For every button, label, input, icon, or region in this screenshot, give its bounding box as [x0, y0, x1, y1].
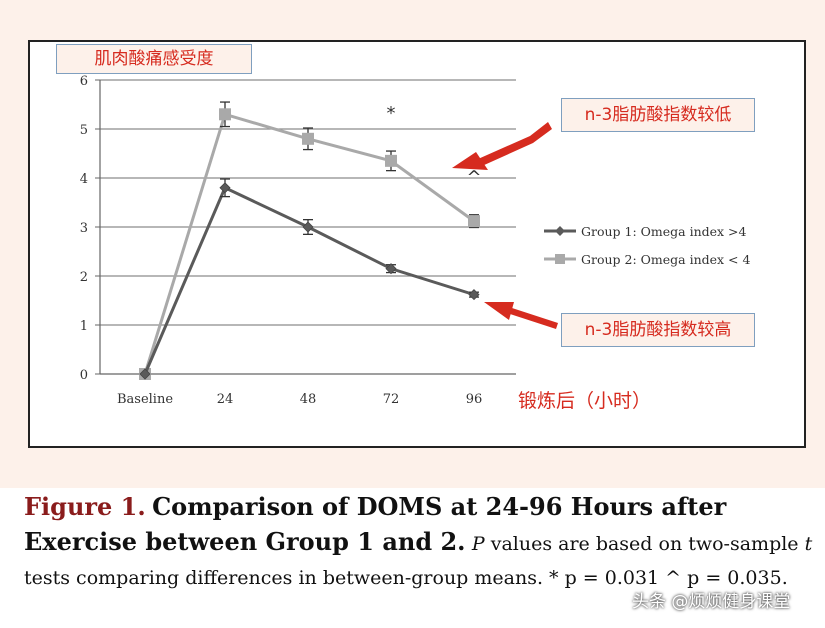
data-point	[385, 263, 397, 275]
x-tick-label: Baseline	[117, 392, 173, 407]
y-axis-title: 肌肉酸痛感受度	[56, 44, 252, 74]
arrow-high-head	[484, 302, 514, 320]
y-tick-label: 2	[80, 270, 88, 285]
series-line	[143, 112, 475, 375]
x-tick-label: 24	[217, 392, 234, 407]
arrow-high	[510, 308, 558, 329]
x-axis-title: 锻炼后（小时）	[518, 390, 652, 412]
data-point	[219, 108, 231, 121]
data-point	[219, 182, 231, 194]
arrow-low-head	[452, 152, 488, 170]
legend-label: Group 2: Omega index < 4	[581, 252, 750, 267]
x-tick-label: 48	[300, 392, 317, 407]
legend-marker	[555, 226, 565, 236]
data-point	[385, 154, 397, 167]
data-point	[468, 215, 480, 228]
y-tick-label: 1	[80, 319, 88, 334]
significance-marker: ^	[466, 167, 481, 188]
figure-caption: Figure 1. Comparison of DOMS at 24-96 Ho…	[24, 490, 814, 595]
legend-label: Group 1: Omega index >4	[581, 224, 747, 239]
callout-high-omega: n-3脂肪酸指数较高	[561, 313, 755, 347]
data-point	[302, 132, 314, 145]
data-point	[302, 221, 314, 233]
significance-marker: *	[387, 103, 396, 124]
legend-marker	[555, 254, 565, 264]
data-point	[139, 368, 151, 380]
caption-text-2: tests comparing differences in between-g…	[24, 567, 788, 589]
y-tick-label: 3	[80, 221, 88, 236]
callout-low-omega: n-3脂肪酸指数较低	[561, 98, 755, 132]
p-symbol: P	[471, 533, 485, 555]
figure-label: Figure 1.	[24, 492, 146, 521]
figure-title: Comparison of DOMS at 24-96 Hours after …	[24, 492, 727, 556]
x-tick-label: 96	[466, 392, 483, 407]
y-tick-label: 5	[80, 123, 88, 138]
y-tick-label: 0	[80, 368, 88, 383]
y-tick-label: 6	[80, 74, 88, 89]
t-symbol: t	[804, 533, 813, 555]
watermark: 头条 @烦烦健身课堂	[632, 592, 791, 612]
caption-text-1: values are based on two-sample	[484, 533, 805, 555]
data-point	[468, 289, 480, 301]
y-tick-label: 4	[80, 172, 88, 187]
arrow-low	[478, 122, 552, 166]
x-tick-label: 72	[383, 392, 400, 407]
